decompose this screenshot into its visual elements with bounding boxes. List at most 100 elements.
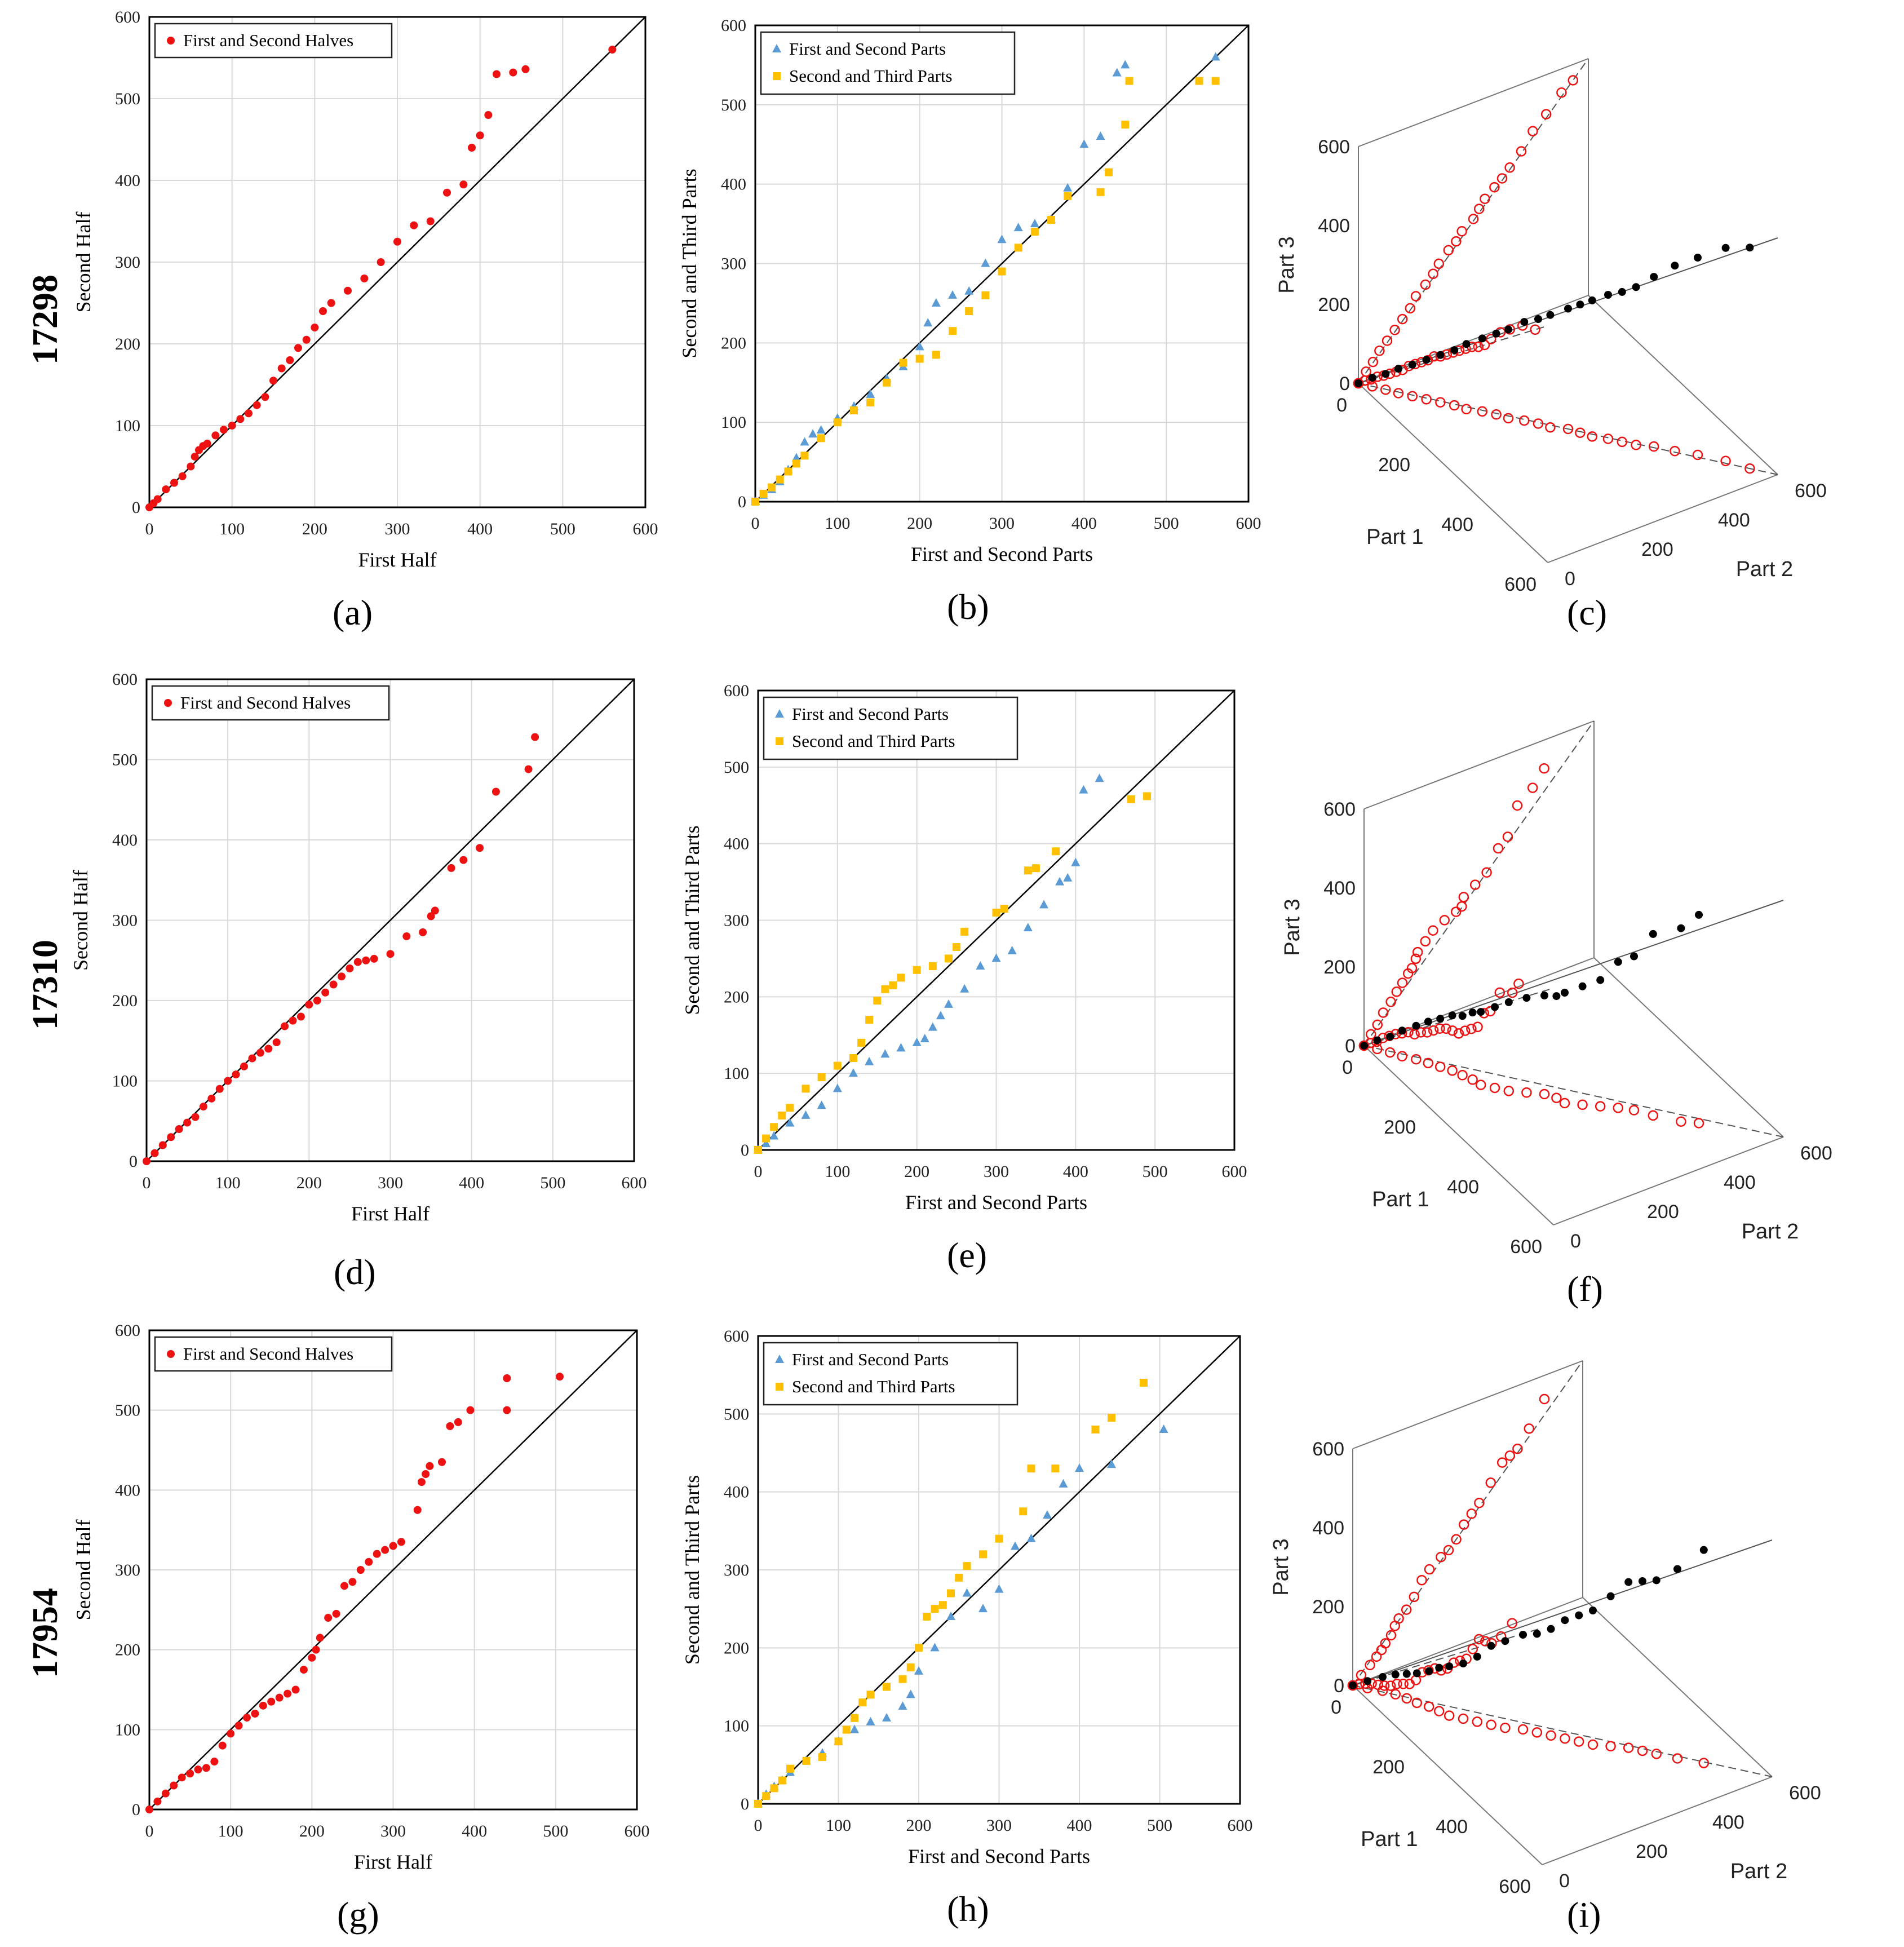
data-point-3d (1354, 379, 1362, 387)
legend-label: Second and Third Parts (792, 731, 955, 751)
projection-point (1356, 1670, 1367, 1680)
data-point (762, 1792, 771, 1800)
x-tick-label: 300 (380, 1822, 406, 1840)
data-point (427, 912, 435, 921)
data-point (248, 1054, 256, 1063)
projection-point (1410, 953, 1422, 964)
projection-point (1391, 986, 1402, 997)
data-point (928, 1022, 937, 1031)
projection-point (1456, 226, 1467, 237)
data-point (1079, 785, 1088, 794)
part1-tick-label: 200 (1378, 454, 1410, 476)
projection-point (1457, 1070, 1468, 1081)
data-point-3d (1473, 1652, 1481, 1661)
projection-point (1458, 892, 1469, 902)
data-point-3d (1588, 296, 1596, 304)
data-point (291, 1685, 300, 1694)
projection-point (1412, 946, 1423, 958)
projection-point (1575, 427, 1586, 438)
data-point (393, 237, 401, 246)
data-point (785, 1118, 795, 1127)
y-tick-label: 300 (721, 255, 746, 273)
x-tick-label: 0 (751, 514, 760, 533)
data-point (316, 1634, 324, 1642)
y-tick-label: 100 (112, 1072, 138, 1091)
y-tick-label: 200 (724, 988, 749, 1006)
data-point (997, 234, 1007, 244)
part1-tick-label: 0 (1342, 1057, 1353, 1078)
projection-point (1434, 1061, 1446, 1072)
data-point (227, 1729, 235, 1738)
data-point (360, 275, 369, 282)
part3-tick-label: 400 (1312, 1517, 1344, 1539)
projection-point (1398, 1679, 1409, 1689)
data-point (447, 864, 455, 872)
box-edge (1588, 295, 1778, 475)
projection-point (1507, 1618, 1518, 1629)
data-point (833, 1083, 842, 1092)
projection-point (1475, 1079, 1486, 1090)
data-point-3d (1694, 254, 1702, 262)
data-point (851, 1714, 858, 1722)
y-axis-title: Second Half (69, 870, 92, 971)
data-point-3d (1436, 1015, 1445, 1023)
data-point-3d (1435, 1663, 1444, 1672)
data-point-3d (1458, 1012, 1467, 1020)
chart-b: 00 100 100 200 200 300 300 400 400 500 500 600 600 Fi… (678, 16, 1261, 565)
data-point (944, 999, 953, 1008)
part3-axis-title: Part 3 (1269, 1538, 1293, 1595)
data-point (232, 1070, 240, 1079)
data-point-3d (1412, 1021, 1420, 1030)
data-point-3d (1487, 1641, 1495, 1650)
projection-point (1489, 1082, 1500, 1094)
data-point-3d (1639, 1577, 1646, 1585)
projection-point (1562, 423, 1574, 435)
projection-point (1371, 1651, 1382, 1662)
x-tick-label: 500 (1143, 1162, 1168, 1181)
y-tick-label: 0 (738, 493, 746, 511)
data-point (410, 221, 418, 229)
data-point (786, 1764, 794, 1773)
data-point (503, 1406, 511, 1414)
series-1 (754, 773, 1104, 1153)
data-point (948, 290, 957, 299)
data-point (413, 1506, 422, 1514)
projection-point (1428, 1025, 1439, 1036)
data-point (769, 1131, 779, 1140)
data-point (776, 475, 784, 484)
y-tick-label: 400 (115, 171, 140, 190)
data-point (866, 1691, 875, 1699)
projection-point (1466, 1508, 1477, 1519)
data-point (1019, 1507, 1028, 1516)
data-point (228, 422, 236, 430)
data-point (1013, 223, 1023, 232)
data-point (1027, 1464, 1035, 1473)
data-point-3d (1425, 1667, 1433, 1675)
data-point-3d (1360, 1042, 1368, 1050)
y-tick-label: 100 (724, 1717, 749, 1736)
x-tick-label: 500 (543, 1822, 568, 1840)
projection-point (1374, 346, 1385, 356)
data-point (431, 906, 439, 915)
data-point-3d (1540, 992, 1548, 999)
x-tick-label: 0 (145, 520, 154, 538)
data-point (920, 1034, 929, 1043)
x-tick-label: 200 (299, 1822, 325, 1840)
projection-point (1451, 1534, 1462, 1545)
x-tick-label: 600 (633, 520, 658, 538)
series-1 (145, 46, 617, 511)
projection-point (1450, 906, 1462, 917)
data-point (751, 498, 759, 506)
projection-point (1456, 901, 1467, 912)
data-point (981, 291, 990, 299)
projection-point (1692, 449, 1703, 461)
part3-tick-label: 600 (1323, 799, 1356, 820)
y-axis-title: Second and Third Parts (681, 825, 703, 1015)
data-point (849, 1054, 857, 1062)
data-point (946, 1612, 955, 1620)
x-tick-label: 200 (296, 1174, 322, 1192)
data-point (178, 472, 187, 480)
projection-point (1533, 418, 1544, 429)
data-point-3d (1402, 1670, 1411, 1678)
row-label-2: 17310 (25, 940, 65, 1030)
